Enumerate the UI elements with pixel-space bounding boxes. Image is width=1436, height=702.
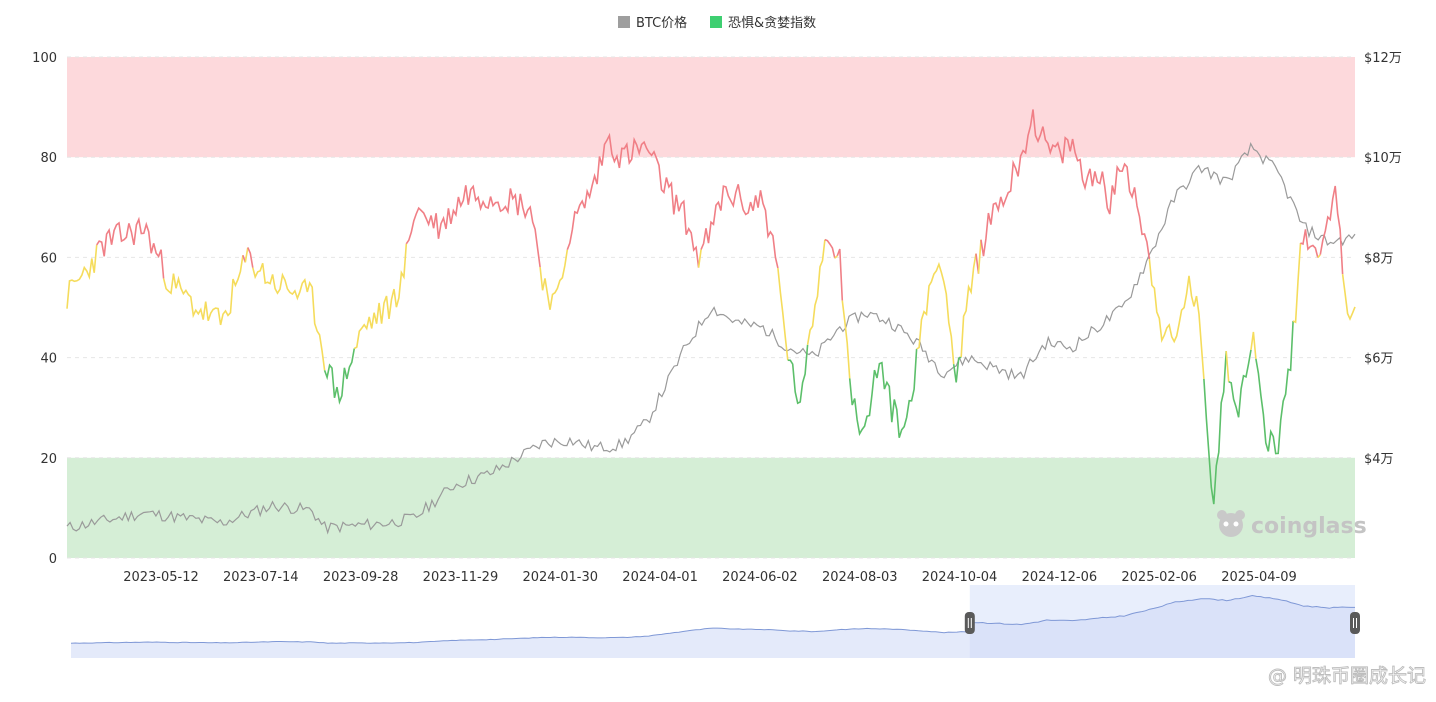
fear-greed-segment-fear bbox=[848, 348, 918, 438]
x-axis-tick-label: 2024-01-30 bbox=[522, 570, 598, 585]
fear-greed-segment-fear bbox=[1203, 351, 1227, 505]
navigator-right-handle[interactable] bbox=[1350, 612, 1360, 634]
fear-greed-segment-neutral bbox=[1341, 273, 1356, 321]
navigator-left-handle[interactable] bbox=[964, 612, 975, 634]
fear-greed-segment-neutral bbox=[1148, 259, 1205, 379]
right-axis-tick-label: $12万 bbox=[1364, 51, 1402, 66]
legend-label: BTC价格 bbox=[636, 15, 687, 31]
fear-greed-segment-neutral bbox=[244, 247, 249, 263]
grid-layer bbox=[67, 56, 1355, 559]
x-axis-tick-label: 2024-06-02 bbox=[722, 570, 798, 585]
left-axis-tick-label: 20 bbox=[40, 452, 57, 467]
legend-item-1[interactable]: 恐惧&贪婪指数 bbox=[710, 15, 816, 31]
zoom-navigator[interactable] bbox=[70, 585, 1360, 658]
fear-greed-segment-neutral bbox=[1225, 351, 1230, 382]
navigator-area bbox=[71, 595, 1355, 658]
x-axis-tick-label: 2023-09-28 bbox=[323, 570, 399, 585]
right-axis-tick-label: $4万 bbox=[1364, 452, 1394, 467]
x-axis-tick-label: 2023-11-29 bbox=[423, 570, 499, 585]
left-axis-tick-label: 0 bbox=[49, 552, 57, 567]
legend-label: 恐惧&贪婪指数 bbox=[728, 15, 816, 31]
right-axis-tick-label: $10万 bbox=[1364, 151, 1402, 166]
legend-swatch bbox=[710, 16, 722, 28]
fear-greed-segment-greed bbox=[824, 238, 836, 259]
navigator-line bbox=[70, 594, 1355, 644]
x-axis-tick-label: 2024-10-04 bbox=[922, 570, 998, 585]
left-axis-tick-label: 60 bbox=[40, 251, 57, 266]
fear-greed-segment-fear bbox=[1255, 320, 1294, 455]
left-axis-tick-label: 80 bbox=[40, 151, 57, 166]
fear-greed-segment-neutral bbox=[841, 300, 851, 379]
axes-layer: 0 20 40 60 80 100 $4万 $6万 $8万 $10万 $12万 2023-05-12 2… bbox=[32, 51, 1402, 585]
fear-greed-segment-greed bbox=[700, 184, 779, 269]
x-axis-tick-label: 2024-12-06 bbox=[1022, 570, 1098, 585]
x-axis-tick-label: 2023-07-14 bbox=[223, 570, 299, 585]
legend[interactable]: BTC价格 恐惧&贪婪指数 bbox=[618, 15, 816, 31]
fear-greed-segment-greed bbox=[566, 132, 700, 268]
fear-greed-segment-greed bbox=[247, 247, 254, 268]
right-axis-tick-label: $8万 bbox=[1364, 251, 1394, 266]
fear-greed-segment-fear bbox=[1228, 349, 1252, 418]
legend-swatch bbox=[618, 16, 630, 28]
zones-layer bbox=[67, 57, 1355, 558]
fear-greed-segment-greed bbox=[836, 248, 844, 301]
x-axis-tick-label: 2023-05-12 bbox=[123, 570, 199, 585]
fear-greed-segment-neutral bbox=[916, 261, 955, 365]
fear-greed-segment-greed bbox=[980, 109, 1151, 260]
fear-greed-segment-greed bbox=[1300, 229, 1319, 258]
coinglass-watermark: coinglass bbox=[1217, 510, 1367, 539]
fear-greed-segment-neutral bbox=[539, 249, 569, 310]
legend-item-0[interactable]: BTC价格 bbox=[618, 15, 687, 31]
fear-greed-segment-neutral bbox=[353, 243, 408, 350]
fear-greed-segment-neutral bbox=[1292, 242, 1302, 324]
fear-greed-segment-neutral bbox=[1317, 254, 1321, 259]
fear-greed-segment-neutral bbox=[960, 253, 977, 358]
fear-greed-segment-fear bbox=[787, 344, 809, 405]
fear-greed-segment-neutral bbox=[777, 268, 789, 361]
fear-greed-segment-neutral bbox=[252, 262, 326, 371]
fear-greed-segment-neutral bbox=[697, 249, 702, 268]
fear-greed-segment-neutral bbox=[162, 255, 244, 326]
btc-price-line bbox=[66, 141, 1356, 535]
left-axis-tick-label: 40 bbox=[40, 352, 57, 367]
coinglass-brand-text: coinglass bbox=[1251, 514, 1367, 539]
fear-greed-segment-neutral bbox=[1250, 331, 1257, 359]
fear-greed-segment-neutral bbox=[834, 255, 838, 259]
x-axis-tick-label: 2025-02-06 bbox=[1121, 570, 1197, 585]
footer-watermark-text: @ 明珠币圈成长记 bbox=[1268, 665, 1426, 687]
x-axis-tick-label: 2024-08-03 bbox=[822, 570, 898, 585]
fear-greed-segment-neutral bbox=[806, 239, 826, 345]
fear-greed-segment-greed bbox=[96, 216, 165, 279]
fear-greed-segment-greed bbox=[1319, 185, 1344, 275]
zone-band-1 bbox=[67, 457, 1355, 558]
fear-greed-segment-neutral bbox=[977, 239, 982, 274]
fear-greed-segment-fear bbox=[952, 356, 962, 383]
x-axis-tick-label: 2025-04-09 bbox=[1221, 570, 1297, 585]
left-axis-tick-label: 100 bbox=[32, 51, 57, 66]
x-axis-tick-label: 2024-04-01 bbox=[622, 570, 698, 585]
btc-price-series bbox=[66, 141, 1356, 535]
fear-greed-series bbox=[66, 109, 1356, 505]
fear-greed-segment-fear bbox=[323, 348, 356, 405]
fear-greed-segment-neutral bbox=[66, 244, 98, 309]
coinglass-logo-icon bbox=[1217, 510, 1245, 537]
footer-watermark: @ 明珠币圈成长记 bbox=[1268, 665, 1427, 688]
zone-band-0 bbox=[67, 57, 1355, 158]
right-axis-tick-label: $6万 bbox=[1364, 352, 1394, 367]
fear-greed-segment-greed bbox=[405, 184, 541, 268]
